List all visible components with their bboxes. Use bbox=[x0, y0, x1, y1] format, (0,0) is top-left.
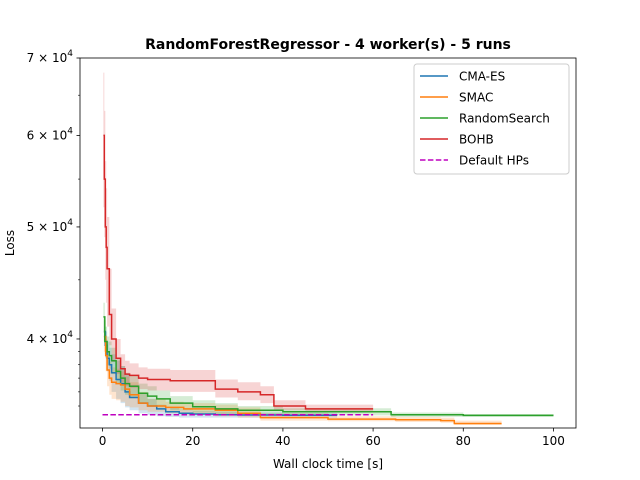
series-line-bohb bbox=[103, 134, 374, 410]
legend-label-cma-es: CMA-ES bbox=[459, 70, 505, 84]
x-tick-label: 20 bbox=[185, 434, 200, 448]
legend: CMA-ES SMAC RandomSearch BOHB Default HPs bbox=[413, 63, 570, 175]
series-line-randomsearch bbox=[103, 316, 554, 417]
legend-label-smac: SMAC bbox=[459, 91, 493, 105]
band-bohb bbox=[103, 72, 374, 412]
x-tick-label: 40 bbox=[275, 434, 290, 448]
y-tick-label: 7 × 104 bbox=[27, 49, 74, 65]
legend-frame bbox=[413, 63, 570, 175]
x-tick-label: 0 bbox=[99, 434, 107, 448]
series-lines bbox=[102, 134, 554, 425]
y-tick-label: 4 × 104 bbox=[27, 330, 74, 346]
y-tick-label: 6 × 104 bbox=[27, 126, 74, 142]
legend-label-randomsearch: RandomSearch bbox=[459, 112, 550, 126]
chart-title: RandomForestRegressor - 4 worker(s) - 5 … bbox=[145, 37, 511, 53]
legend-label-default-hps: Default HPs bbox=[459, 154, 529, 168]
series-line-smac bbox=[103, 335, 502, 425]
x-tick-label: 80 bbox=[456, 434, 471, 448]
y-axis-ticks: 4 × 104 5 × 104 6 × 104 7 × 104 bbox=[27, 49, 80, 407]
y-axis-label: Loss bbox=[3, 230, 17, 256]
x-axis-ticks: 0 20 40 60 80 100 bbox=[99, 428, 565, 448]
x-axis-label: Wall clock time [s] bbox=[273, 457, 383, 471]
y-tick-label: 5 × 104 bbox=[27, 218, 74, 234]
plot-frame bbox=[79, 57, 577, 429]
x-tick-label: 100 bbox=[542, 434, 565, 448]
x-tick-label: 60 bbox=[365, 434, 380, 448]
legend-label-bohb: BOHB bbox=[459, 133, 494, 147]
